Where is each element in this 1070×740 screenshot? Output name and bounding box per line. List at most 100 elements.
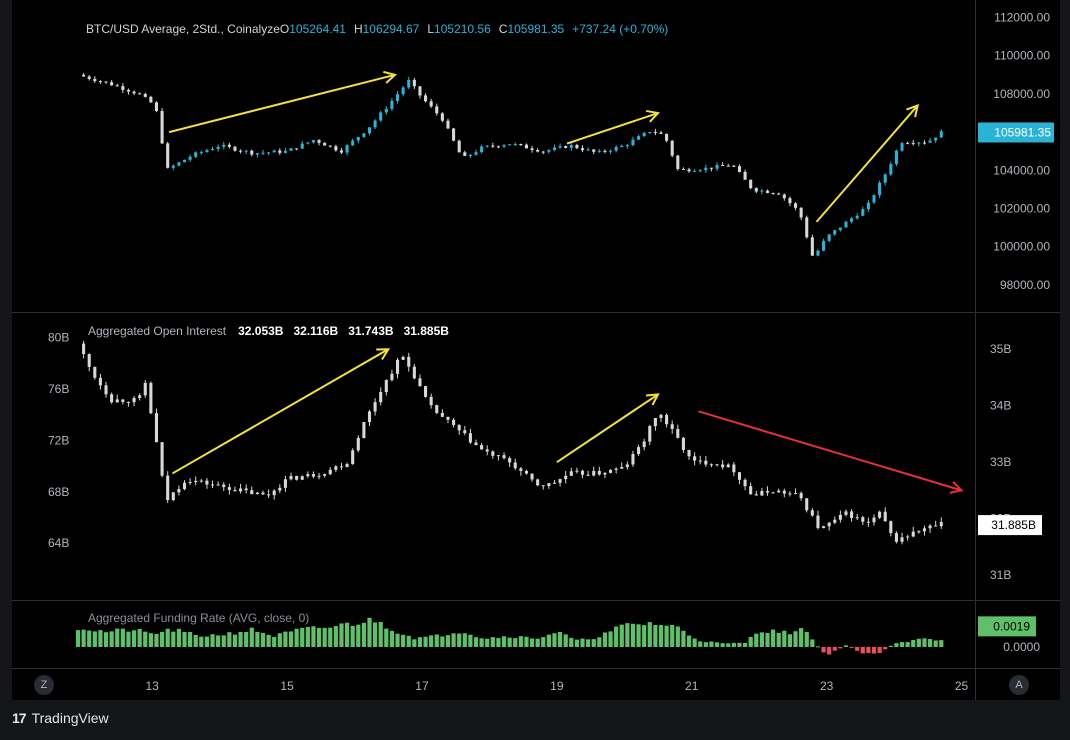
funding-bar-positive <box>703 642 708 647</box>
oi-candle-body <box>435 405 439 414</box>
funding-bar-positive <box>143 631 148 647</box>
funding-bar-positive <box>87 630 92 647</box>
funding-bar-positive <box>787 634 793 647</box>
funding-bar-positive <box>765 632 770 647</box>
price-candle-body <box>541 151 545 153</box>
price-candle-body <box>827 234 831 241</box>
oi-candle-body <box>480 445 484 450</box>
price-candle-body <box>726 165 730 167</box>
oi-left-axis-label: 68B <box>48 485 69 499</box>
funding-bar-positive <box>288 631 294 647</box>
funding-bar-positive <box>608 631 613 647</box>
funding-bar-positive <box>602 632 608 647</box>
funding-bar-positive <box>75 630 81 647</box>
price-candle-body <box>239 150 243 152</box>
funding-bar-positive <box>154 633 159 647</box>
funding-bar-positive <box>316 627 322 647</box>
price-candle-body <box>866 202 870 210</box>
price-candle-body <box>793 203 798 208</box>
oi-candle-body <box>564 475 568 480</box>
oi-candle-body <box>395 359 400 374</box>
price-candle-body <box>620 145 624 147</box>
price-candle-body <box>530 148 534 150</box>
price-axis-label: 112000.00 <box>994 11 1050 25</box>
funding-bar-positive <box>440 636 445 647</box>
price-candle-body <box>822 240 826 251</box>
price-candle-body <box>362 133 366 138</box>
funding-bar-positive <box>927 639 933 647</box>
funding-bar-positive <box>546 634 551 647</box>
funding-bar-positive <box>485 638 490 647</box>
price-candle-body <box>642 132 646 137</box>
funding-bar-positive <box>933 640 938 647</box>
auto-scale-a-button[interactable]: A <box>1009 675 1029 695</box>
price-candle-body <box>194 152 198 157</box>
funding-bar-positive <box>333 626 338 647</box>
funding-bar-positive <box>591 639 596 647</box>
price-candle-body <box>575 144 579 149</box>
oi-candle-body <box>446 416 450 420</box>
x-tick-label: 21 <box>685 679 699 693</box>
oi-candle-body <box>704 460 708 465</box>
price-candle-body <box>709 167 713 169</box>
price-candle-body <box>255 153 259 155</box>
funding-bar-positive <box>529 638 535 647</box>
oi-candle-body <box>609 469 613 473</box>
oi-candle-body <box>536 479 540 486</box>
oi-candle-body <box>496 455 500 457</box>
price-candle-body <box>704 167 708 171</box>
funding-bar-positive <box>148 633 153 647</box>
funding-bar-positive <box>429 635 434 647</box>
oi-candle-body <box>637 447 641 454</box>
oi-candle-body <box>524 470 528 474</box>
price-axis-label: 102000.00 <box>993 202 1050 216</box>
oi-candle-body <box>519 468 523 471</box>
funding-bar-positive <box>356 624 361 647</box>
price-candle-body <box>300 143 304 149</box>
oi-candle-body <box>367 411 372 423</box>
oi-candle-body <box>87 354 91 367</box>
price-candle-body <box>850 218 854 222</box>
auto-scale-z-button[interactable]: Z <box>34 675 54 695</box>
oi-candle-body <box>642 441 646 448</box>
oi-candle-body <box>788 493 792 495</box>
oi-candle-body <box>199 480 203 482</box>
oi-candle-body <box>384 380 388 393</box>
price-candle-body <box>693 170 697 172</box>
price-candle-body <box>580 148 585 151</box>
funding-bar-positive <box>496 638 501 647</box>
oi-candle-body <box>373 402 377 412</box>
funding-bar-positive <box>221 635 226 647</box>
oi-candle-body <box>132 397 136 403</box>
funding-bar-positive <box>799 628 804 647</box>
price-candle-body <box>519 143 523 145</box>
oi-candle-body <box>805 498 809 511</box>
tradingview-logo[interactable]: 17 TradingView <box>12 710 109 726</box>
oi-candle-body <box>166 475 170 501</box>
funding-bar-positive <box>199 636 204 647</box>
funding-bar-positive <box>266 634 271 647</box>
oi-candle-body <box>362 422 366 438</box>
funding-bar-positive <box>490 637 495 647</box>
price-candle-body <box>468 154 472 156</box>
price-candle-body <box>799 207 803 218</box>
price-candle-body <box>384 108 388 113</box>
funding-bar-positive <box>103 632 109 647</box>
funding-bar-negative <box>883 646 888 650</box>
funding-bar-positive <box>916 638 921 647</box>
oi-candle-body <box>306 474 310 477</box>
funding-bar-positive <box>541 637 546 647</box>
funding-bar-positive <box>557 632 563 647</box>
oi-candle-body <box>390 373 394 381</box>
oi-candle-body <box>227 487 231 491</box>
funding-bar-positive <box>742 642 748 647</box>
price-candle-body <box>424 95 428 102</box>
price-axis-label: 98000.00 <box>1000 278 1050 292</box>
price-candle-body <box>939 131 943 138</box>
funding-bar-positive <box>614 626 619 647</box>
price-candle-body <box>917 142 921 144</box>
price-candle-body <box>82 74 86 77</box>
price-candle-body <box>648 131 652 133</box>
